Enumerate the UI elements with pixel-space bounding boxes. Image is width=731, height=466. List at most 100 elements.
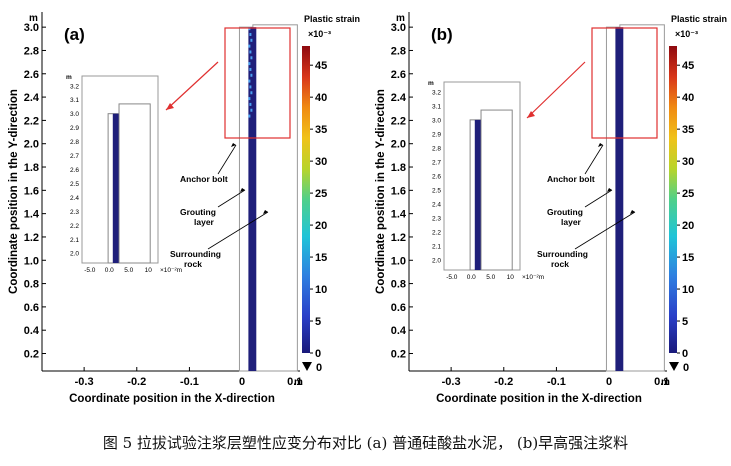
inset-y-tick-label: 2.2 xyxy=(70,223,79,230)
inset-y-tick-label: 2.9 xyxy=(70,125,79,132)
x-tick-label: -0.3 xyxy=(442,376,461,388)
strain-highlight xyxy=(248,97,251,101)
colorbar-tick-label: 25 xyxy=(315,188,327,200)
inset-y-unit: m xyxy=(66,74,72,81)
colorbar-tick-label: 0 xyxy=(682,348,688,360)
inset-x-tick-label: -5.0 xyxy=(446,274,458,281)
x-tick-label: 0 xyxy=(606,376,612,388)
colorbar-multiplier: ×10⁻³ xyxy=(675,29,698,39)
strain-highlight xyxy=(248,62,251,66)
colorbar-tick-label: 30 xyxy=(682,156,694,168)
colorbar-min-label: 0 xyxy=(316,362,322,374)
inset-anchor-bolt xyxy=(474,119,481,270)
inset-y-tick-label: 3.2 xyxy=(432,89,441,96)
strain-highlight xyxy=(249,102,252,106)
y-tick-label: 0.2 xyxy=(24,349,39,361)
y-tick-label: 0.6 xyxy=(24,302,39,314)
panel-label: (a) xyxy=(64,25,85,44)
inset-y-tick-label: 2.6 xyxy=(70,167,79,174)
y-tick-label: 0.4 xyxy=(391,325,407,337)
colorbar-tick-label: 40 xyxy=(682,92,694,104)
annotation-arrowhead xyxy=(240,188,245,192)
strain-highlight xyxy=(250,91,253,95)
inset-y-tick-label: 3.1 xyxy=(70,97,79,104)
panel-label: (b) xyxy=(431,25,453,44)
y-tick-label: 1.2 xyxy=(24,232,39,244)
annotation-arrowhead xyxy=(598,143,603,147)
annotation-label: Grouting xyxy=(547,207,583,217)
y-tick-label: 2.8 xyxy=(24,45,39,57)
x-tick-label: 0.1 xyxy=(654,376,669,388)
zoom-arrow-head xyxy=(166,103,174,110)
inset-y-tick-label: 3.2 xyxy=(70,83,79,90)
inset-x-tick-label: 5.0 xyxy=(124,267,133,274)
annotation-label: Anchor bolt xyxy=(180,174,228,184)
strain-highlight xyxy=(250,56,253,60)
inset-y-tick-label: 2.7 xyxy=(70,153,79,160)
inset-y-tick-label: 2.1 xyxy=(70,237,79,244)
y-tick-label: 3.0 xyxy=(24,22,39,34)
colorbar xyxy=(669,46,677,353)
y-tick-label: 2.8 xyxy=(391,45,406,57)
colorbar-tick-label: 45 xyxy=(315,60,327,72)
colorbar-tick-label: 35 xyxy=(682,124,694,136)
inset-x-unit: ×10⁻²m xyxy=(522,274,544,281)
colorbar-tick-label: 25 xyxy=(682,188,694,200)
y-tick-label: 1.4 xyxy=(24,209,40,221)
y-tick-label: 2.0 xyxy=(391,139,406,151)
colorbar-min-marker xyxy=(669,362,679,371)
figure: 0.2 0.4 0.6 0.8 1.0 1.2 1.4 1.6 1.8 2.0 2.2 2.4 2.6 2… xyxy=(8,12,727,405)
y-tick-label: 3.0 xyxy=(391,22,406,34)
strain-highlight xyxy=(249,85,252,89)
strain-highlight xyxy=(250,73,253,77)
inset-y-tick-label: 2.8 xyxy=(432,145,441,152)
x-tick-label: 0 xyxy=(239,376,245,388)
annotation-label: layer xyxy=(561,217,582,227)
x-unit-label: m xyxy=(661,377,670,388)
colorbar-min-label: 0 xyxy=(683,362,689,374)
annotation-pointer xyxy=(217,189,246,208)
y-tick-label: 0.8 xyxy=(391,279,406,291)
inset-x-tick-label: -5.0 xyxy=(84,267,96,274)
chart-panel: 0.2 0.4 0.6 0.8 1.0 1.2 1.4 1.6 1.8 2.0 2.2 2.4 2.6 2… xyxy=(8,12,360,405)
y-tick-label: 2.4 xyxy=(391,92,407,104)
annotation-pointer xyxy=(574,211,636,250)
zoom-box xyxy=(224,27,291,139)
colorbar-tick-label: 15 xyxy=(315,252,327,264)
annotation-label: rock xyxy=(184,259,202,269)
inset-x-tick-label: 10 xyxy=(507,274,515,281)
annotation-label: rock xyxy=(551,259,569,269)
colorbar-tick-label: 20 xyxy=(315,220,327,232)
chart-panel: 0.2 0.4 0.6 0.8 1.0 1.2 1.4 1.6 1.8 2.0 2.2 2.4 2.6 2… xyxy=(375,12,727,405)
annotation-pointer xyxy=(217,144,237,175)
y-tick-label: 1.4 xyxy=(391,209,407,221)
annotation-label: layer xyxy=(194,217,215,227)
annotation-pointer xyxy=(207,211,269,250)
zoom-arrow-line xyxy=(526,61,586,119)
annotation-pointer xyxy=(584,189,613,208)
colorbar-tick-label: 35 xyxy=(315,124,327,136)
inset-y-tick-label: 2.6 xyxy=(432,174,441,181)
colorbar-multiplier: ×10⁻³ xyxy=(308,29,331,39)
y-tick-label: 1.8 xyxy=(24,162,39,174)
y-tick-label: 2.2 xyxy=(24,115,39,127)
inset-y-tick-label: 2.8 xyxy=(70,139,79,146)
annotation-label: Surrounding xyxy=(170,249,221,259)
anchor-bolt xyxy=(615,27,624,372)
annotation-label: Anchor bolt xyxy=(547,174,595,184)
inset-y-tick-label: 2.4 xyxy=(432,202,441,209)
inset-y-tick-label: 2.4 xyxy=(70,195,79,202)
inset-x-tick-label: 0.0 xyxy=(467,274,476,281)
zoom-arrow-line xyxy=(165,61,219,111)
colorbar-title: Plastic strain xyxy=(304,14,360,24)
strain-highlight xyxy=(249,32,252,36)
y-tick-label: 1.6 xyxy=(391,185,406,197)
y-unit-label: m xyxy=(396,13,405,24)
colorbar-tick-label: 45 xyxy=(682,60,694,72)
y-tick-label: 0.8 xyxy=(24,279,39,291)
anchor-bolt xyxy=(248,27,257,372)
surrounding-rock xyxy=(252,24,298,372)
inset-x-unit: ×10⁻²m xyxy=(160,267,182,274)
inset-y-tick-label: 2.3 xyxy=(70,209,79,216)
x-tick-label: -0.2 xyxy=(127,376,146,388)
